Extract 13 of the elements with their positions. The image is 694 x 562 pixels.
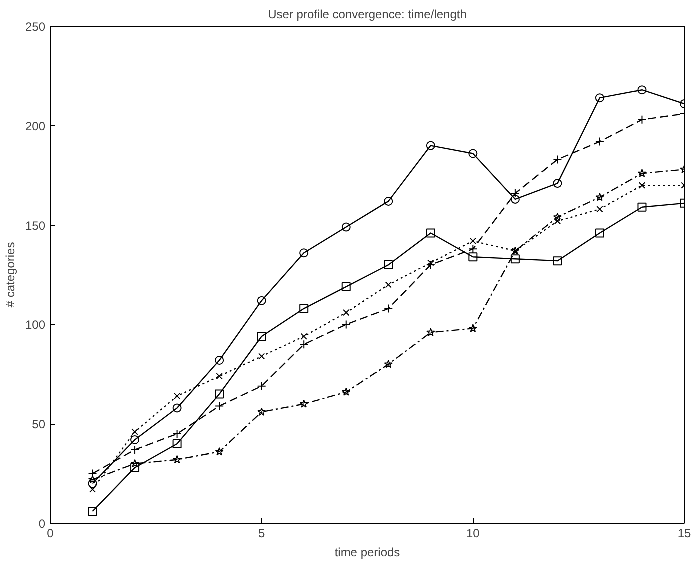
y-tick-label: 250 [25, 20, 46, 34]
y-tick-label: 100 [25, 318, 46, 332]
x-tick-label: 5 [258, 526, 266, 540]
y-tick-label: 50 [32, 418, 46, 432]
y-tick-label: 150 [25, 218, 46, 233]
chart-title: User profile convergence: time/length [268, 8, 467, 22]
x-axis-title: time periods [334, 546, 400, 560]
x-tick-label: 0 [47, 526, 54, 540]
y-tick-label: 0 [38, 517, 46, 531]
x-tick-label: 10 [466, 526, 480, 540]
y-axis-title: # categories [3, 242, 18, 308]
y-tick-label: 200 [25, 119, 46, 134]
x-tick-label: 15 [678, 526, 692, 540]
